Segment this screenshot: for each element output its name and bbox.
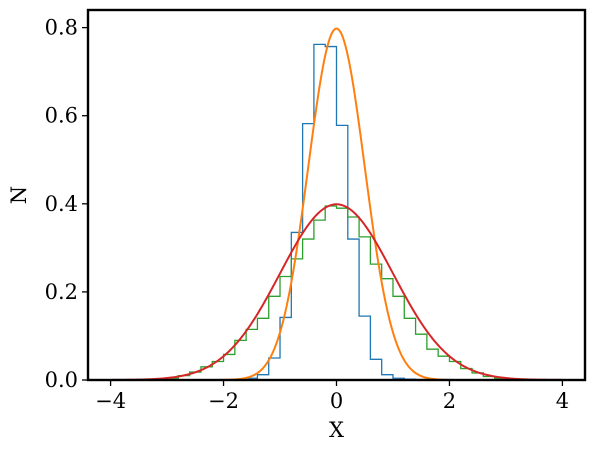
x-tick-label: 4: [556, 389, 569, 413]
x-tick-label: 2: [443, 389, 456, 413]
y-tick-label: 0.0: [45, 368, 78, 392]
y-axis-label: N: [7, 186, 31, 204]
x-tick-label: −2: [208, 389, 239, 413]
x-axis-label: X: [329, 418, 344, 442]
histogram-2: [166, 205, 507, 380]
pdf-curve-2: [110, 203, 563, 381]
x-tick-label: −4: [95, 389, 126, 413]
y-tick-label: 0.4: [45, 192, 78, 216]
y-tick-label: 0.2: [45, 280, 78, 304]
y-tick-label: 0.6: [45, 104, 78, 128]
ticks: −4 −2 0 2 4 0.0 0.2 0.4 0.6 0.8: [45, 16, 570, 413]
y-tick-label: 0.8: [45, 16, 78, 40]
x-tick-label: 0: [330, 389, 343, 413]
histogram-1: [245, 43, 428, 381]
plot-area: [110, 27, 563, 381]
